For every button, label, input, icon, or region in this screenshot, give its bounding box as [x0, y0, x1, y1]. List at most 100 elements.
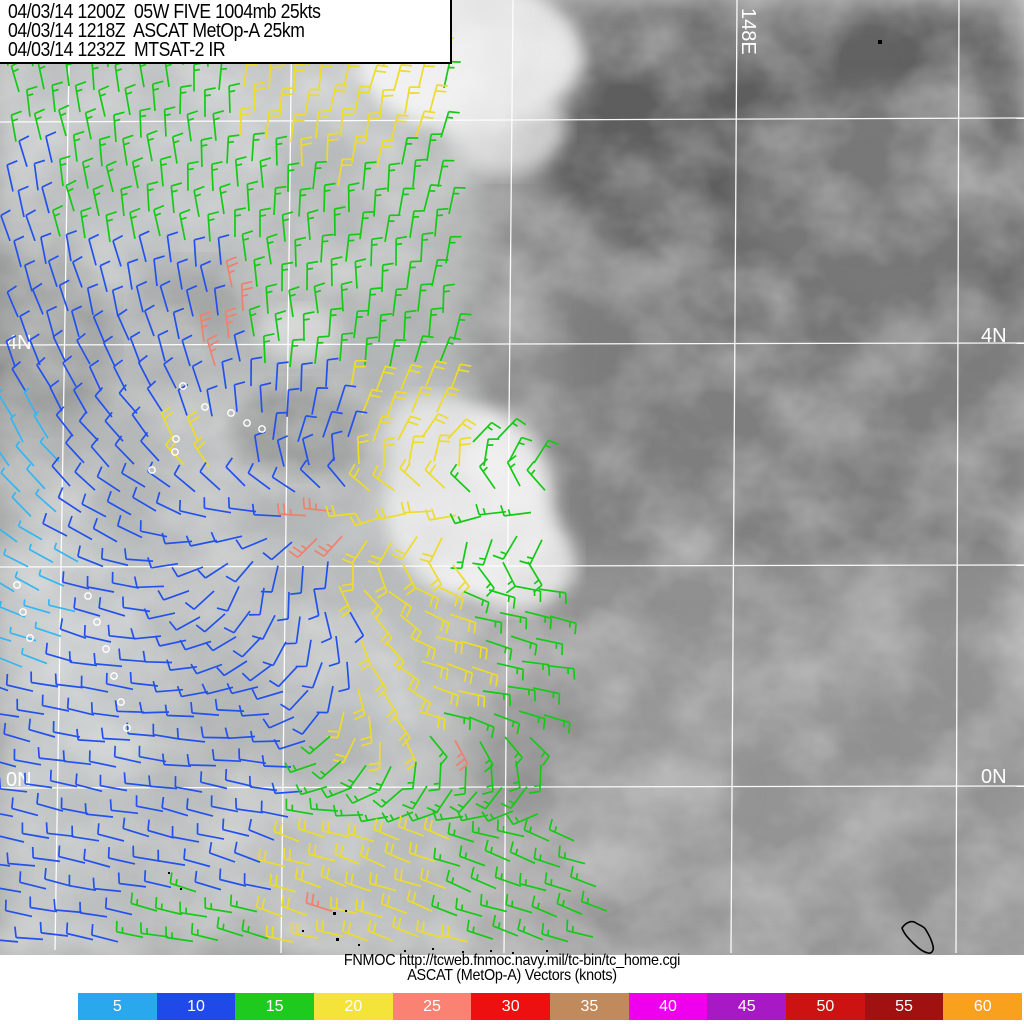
wind-barb	[294, 867, 322, 889]
calm-circle	[179, 382, 187, 390]
wind-barb	[0, 582, 15, 593]
wind-barb	[176, 685, 209, 698]
wind-barb	[179, 901, 208, 918]
wind-barb	[178, 499, 207, 518]
wind-barb	[414, 335, 434, 363]
wind-barb	[0, 835, 25, 843]
wind-barb	[300, 361, 313, 392]
wind-barb	[199, 260, 212, 293]
wind-barb	[83, 625, 112, 643]
wind-barb	[223, 610, 251, 634]
wind-barb	[146, 130, 158, 162]
wind-barb	[449, 513, 482, 525]
wind-barb	[28, 543, 54, 564]
wind-barb	[31, 282, 44, 315]
wind-barb	[235, 537, 268, 550]
wind-barb	[311, 760, 342, 780]
wind-barb	[348, 463, 371, 492]
wind-barb	[295, 784, 328, 796]
wind-barb	[73, 597, 101, 617]
wind-barb	[281, 261, 294, 292]
wind-barb	[92, 184, 104, 216]
wind-barb	[538, 588, 567, 604]
wind-barb	[470, 866, 497, 890]
wind-barb	[200, 726, 231, 739]
wind-barb	[90, 924, 119, 943]
wind-barb	[248, 587, 265, 616]
wind-barb	[53, 542, 79, 563]
wind-barb	[80, 675, 109, 693]
wind-barb	[174, 776, 203, 793]
wind-barb	[330, 430, 343, 462]
wind-barb	[518, 872, 547, 892]
wind-barb	[449, 613, 477, 634]
wind-barb	[102, 335, 116, 368]
wind-barb	[193, 236, 206, 267]
wind-barb	[13, 748, 42, 766]
wind-barb	[171, 566, 204, 578]
wind-barb	[440, 924, 469, 943]
wind-barb	[427, 560, 443, 593]
wind-barb	[275, 135, 288, 166]
wind-barb	[31, 846, 61, 863]
wind-barb	[412, 158, 427, 188]
wind-barb	[23, 259, 36, 292]
wind-barb	[247, 462, 271, 490]
wind-barb	[350, 359, 367, 388]
wind-barb	[340, 107, 354, 137]
wind-barb	[269, 873, 297, 893]
wind-barb	[171, 825, 200, 843]
wind-barb	[333, 206, 346, 237]
wind-barb	[248, 818, 275, 841]
wind-barb	[33, 410, 49, 439]
wind-barb	[372, 464, 396, 492]
calm-circle	[26, 634, 34, 642]
wind-barb	[241, 230, 254, 262]
wind-barb	[29, 896, 58, 913]
wind-barb	[0, 863, 11, 867]
wind-barb	[105, 160, 117, 193]
black-speckle	[358, 944, 360, 946]
wind-barb	[359, 844, 386, 868]
wind-barb	[313, 282, 326, 314]
wind-barb	[345, 791, 378, 804]
wind-barb	[354, 258, 367, 289]
wind-barb	[92, 309, 105, 342]
wind-barb	[233, 841, 261, 863]
wind-barb	[395, 235, 408, 266]
wind-barb	[300, 136, 313, 167]
wind-barb	[439, 336, 461, 363]
wind-barb	[61, 571, 90, 590]
calm-circle	[148, 466, 156, 474]
wind-barb	[295, 639, 312, 668]
wind-barb	[184, 590, 215, 610]
wind-barb	[454, 739, 469, 772]
wind-barb	[0, 887, 22, 893]
wind-barb	[373, 818, 400, 841]
wind-barb	[384, 214, 401, 243]
wind-barb	[5, 334, 17, 367]
wind-barb	[385, 641, 405, 672]
wind-barb	[29, 333, 41, 366]
wind-barb	[30, 671, 59, 688]
wind-barb	[138, 745, 167, 763]
legend-swatch-55: 55	[864, 993, 944, 1020]
wind-barb	[347, 822, 375, 843]
wind-barb	[208, 841, 236, 863]
wind-barb	[0, 686, 9, 692]
wind-barb	[229, 894, 258, 913]
calm-circle	[123, 724, 131, 732]
wind-barb	[381, 262, 394, 293]
wind-barb	[277, 591, 290, 622]
wind-barb	[94, 387, 113, 418]
wind-barb	[204, 87, 216, 117]
wind-barb	[173, 464, 196, 493]
wind-barb	[37, 747, 67, 762]
wind-barb	[6, 852, 36, 867]
wind-barb	[176, 258, 188, 290]
wind-barb	[325, 357, 339, 387]
wind-barb	[183, 848, 211, 868]
legend-swatch-35: 35	[550, 993, 629, 1020]
wind-barb	[428, 762, 442, 792]
wind-barb	[39, 921, 69, 937]
